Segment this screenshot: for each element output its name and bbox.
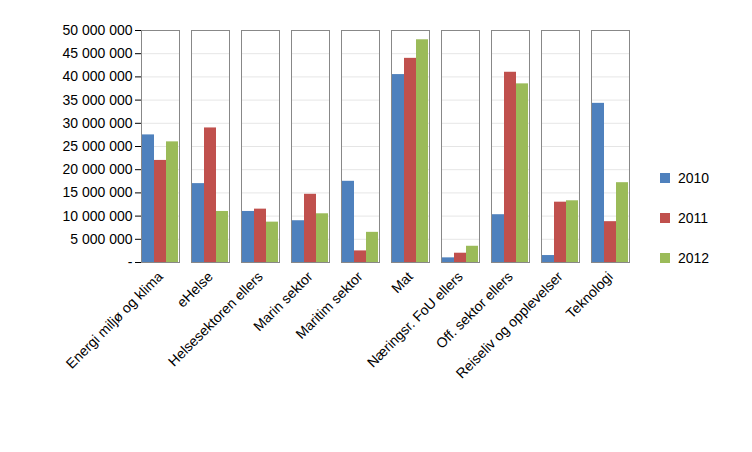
svg-text:Mat: Mat: [388, 268, 416, 296]
svg-text:10 000 000: 10 000 000: [62, 208, 132, 224]
svg-text:25 000 000: 25 000 000: [62, 138, 132, 154]
html-text:2012: 2012: [678, 250, 710, 266]
svg-text:15 000 000: 15 000 000: [62, 184, 132, 200]
svg-text:Helsesektoren ellers: Helsesektoren ellers: [165, 268, 266, 369]
svg-text:-: -: [128, 254, 133, 270]
svg-text:Næringsr. FoU ellers: Næringsr. FoU ellers: [364, 268, 466, 370]
svg-text:Maritim sektor: Maritim sektor: [292, 268, 366, 342]
svg-text:50 000 000: 50 000 000: [62, 22, 132, 38]
svg-text:eHelse: eHelse: [174, 268, 216, 310]
svg-text:40 000 000: 40 000 000: [62, 68, 132, 84]
svg-text:30 000 000: 30 000 000: [62, 115, 132, 131]
svg-text:Energi miljø og klima: Energi miljø og klima: [63, 268, 166, 371]
svg-text:45 000 000: 45 000 000: [62, 45, 132, 61]
svg-text:Teknologi: Teknologi: [563, 268, 616, 321]
svg-text:Reiseliv og opplevelser: Reiseliv og opplevelser: [453, 268, 566, 381]
html-text:2010: 2010: [678, 170, 710, 186]
html-text:2011: 2011: [678, 210, 709, 226]
svg-text:Off. sektor ellers: Off. sektor ellers: [432, 268, 516, 352]
svg-text:35 000 000: 35 000 000: [62, 92, 132, 108]
svg-text:20 000 000: 20 000 000: [62, 161, 132, 177]
svg-text:Marin sektor: Marin sektor: [250, 268, 316, 335]
svg-text:5 000 000: 5 000 000: [70, 231, 132, 247]
